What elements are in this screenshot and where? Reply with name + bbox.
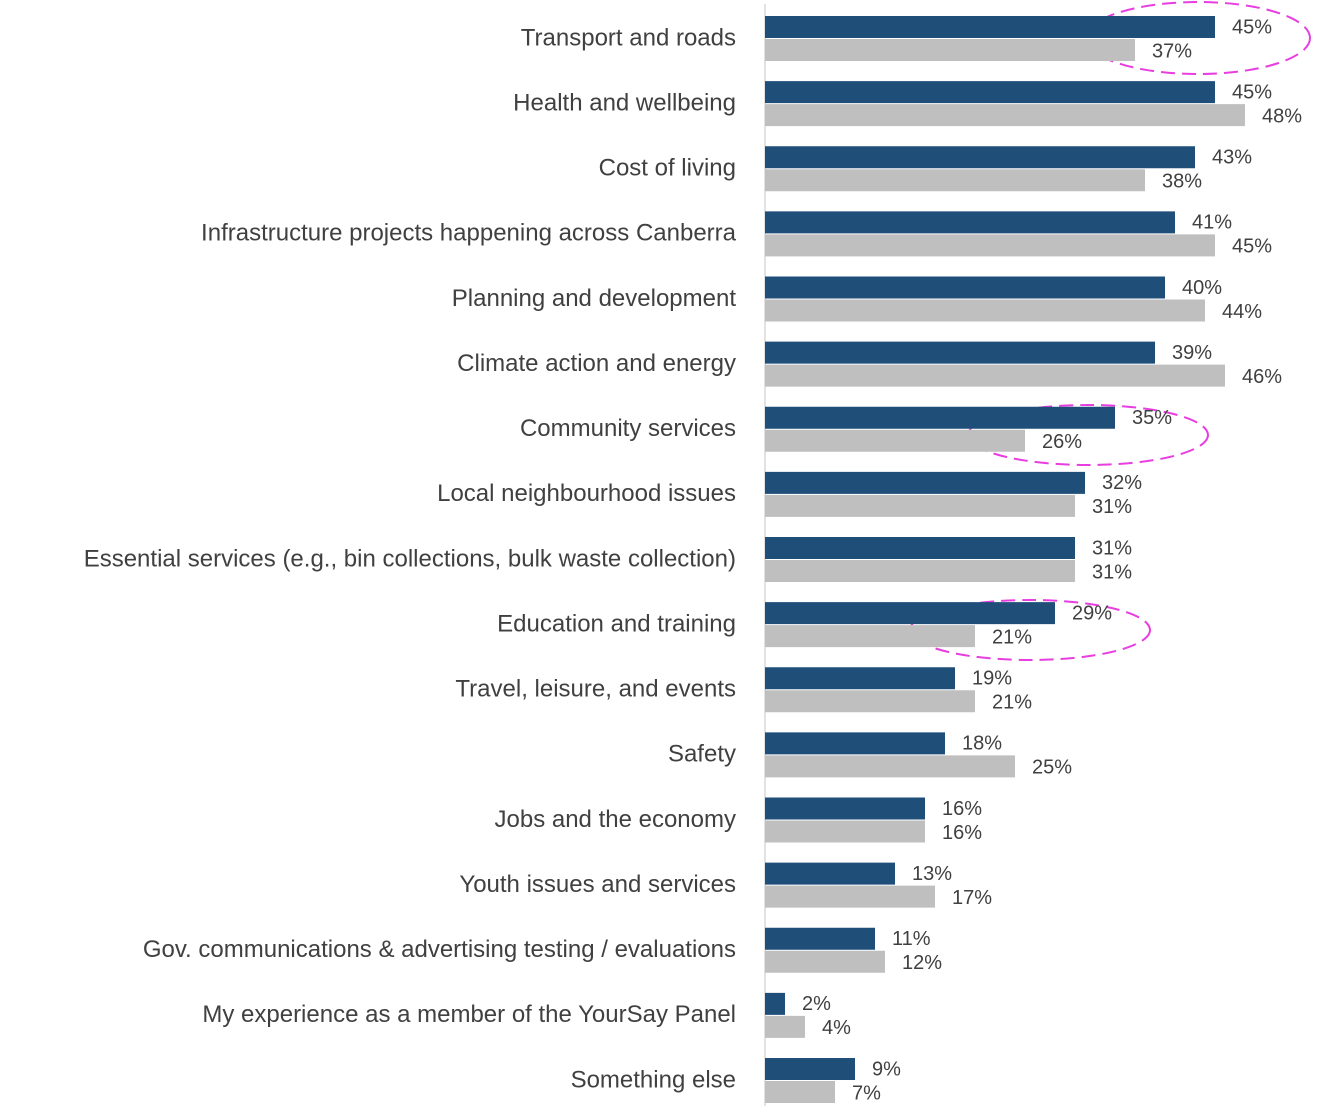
bar [765, 797, 925, 820]
category-label: Health and wellbeing [513, 89, 736, 116]
bar [765, 1081, 835, 1103]
category-label: Travel, leisure, and events [455, 676, 736, 703]
value-label: 37% [1152, 40, 1192, 62]
category-label: Transport and roads [521, 24, 736, 51]
bar [765, 690, 975, 713]
value-label: 45% [1232, 236, 1272, 258]
value-label: 41% [1192, 212, 1232, 234]
bar [765, 885, 935, 908]
value-label: 31% [1092, 561, 1132, 583]
category-label: Essential services (e.g., bin collection… [84, 545, 736, 572]
category-label: Local neighbourhood issues [437, 480, 736, 507]
value-label: 21% [992, 692, 1032, 714]
bar [765, 732, 945, 755]
value-label: 45% [1232, 81, 1272, 103]
bar [765, 39, 1135, 61]
value-label: 12% [902, 952, 942, 974]
bar [765, 276, 1165, 299]
value-label: 11% [892, 928, 931, 950]
value-label: 2% [802, 993, 831, 1015]
bar [765, 602, 1055, 625]
value-label: 48% [1262, 105, 1302, 127]
value-label: 21% [992, 626, 1032, 648]
bar [765, 1058, 855, 1080]
category-label: Cost of living [599, 155, 736, 182]
category-label: Gov. communications & advertising testin… [143, 936, 736, 963]
category-label: Jobs and the economy [495, 806, 737, 833]
value-label: 25% [1032, 757, 1072, 779]
category-label: Education and training [497, 610, 736, 637]
bar [765, 992, 785, 1015]
bar [765, 537, 1075, 559]
value-label: 13% [912, 863, 952, 885]
bar [765, 494, 1075, 517]
bar [765, 820, 925, 843]
bar [765, 146, 1195, 169]
category-label: Community services [520, 415, 736, 442]
value-label: 39% [1172, 342, 1212, 364]
bar [765, 667, 955, 690]
value-label: 16% [942, 822, 982, 844]
value-label: 9% [872, 1058, 901, 1080]
value-label: 19% [972, 668, 1012, 690]
bar [765, 625, 975, 648]
category-label: Safety [668, 741, 736, 768]
bar [765, 169, 1145, 192]
value-label: 4% [822, 1017, 851, 1039]
bar [765, 341, 1155, 364]
value-label: 17% [952, 887, 992, 909]
value-label: 35% [1132, 407, 1172, 429]
bar [765, 950, 885, 973]
bar [765, 81, 1215, 104]
bar [765, 211, 1175, 234]
bar [765, 364, 1225, 387]
bar [765, 755, 1015, 778]
category-label: Planning and development [452, 285, 737, 312]
bar [765, 862, 895, 885]
value-label: 26% [1042, 431, 1082, 453]
bar [765, 16, 1215, 38]
value-label: 44% [1222, 301, 1262, 323]
bar [765, 104, 1245, 127]
value-label: 46% [1242, 366, 1282, 388]
bar [765, 927, 875, 950]
value-label: 18% [962, 733, 1002, 755]
bar [765, 560, 1075, 582]
category-label: Infrastructure projects happening across… [201, 220, 737, 247]
bar [765, 406, 1115, 429]
bar [765, 429, 1025, 452]
bar [765, 471, 1085, 494]
highlight-ellipse [1085, 1, 1311, 75]
value-label: 45% [1232, 16, 1272, 38]
value-label: 38% [1162, 171, 1202, 193]
category-label: Climate action and energy [457, 350, 736, 377]
value-label: 16% [942, 798, 982, 820]
value-label: 32% [1102, 472, 1142, 494]
value-label: 31% [1092, 537, 1132, 559]
category-label: Something else [571, 1066, 736, 1093]
category-label: Youth issues and services [459, 871, 736, 898]
bar [765, 299, 1205, 322]
value-label: 31% [1092, 496, 1132, 518]
value-label: 43% [1212, 147, 1252, 169]
category-label: My experience as a member of the YourSay… [202, 1001, 736, 1028]
value-label: 29% [1072, 602, 1112, 624]
bar [765, 234, 1215, 257]
bar [765, 1015, 805, 1038]
value-label: 40% [1182, 277, 1222, 299]
value-label: 7% [852, 1082, 881, 1104]
